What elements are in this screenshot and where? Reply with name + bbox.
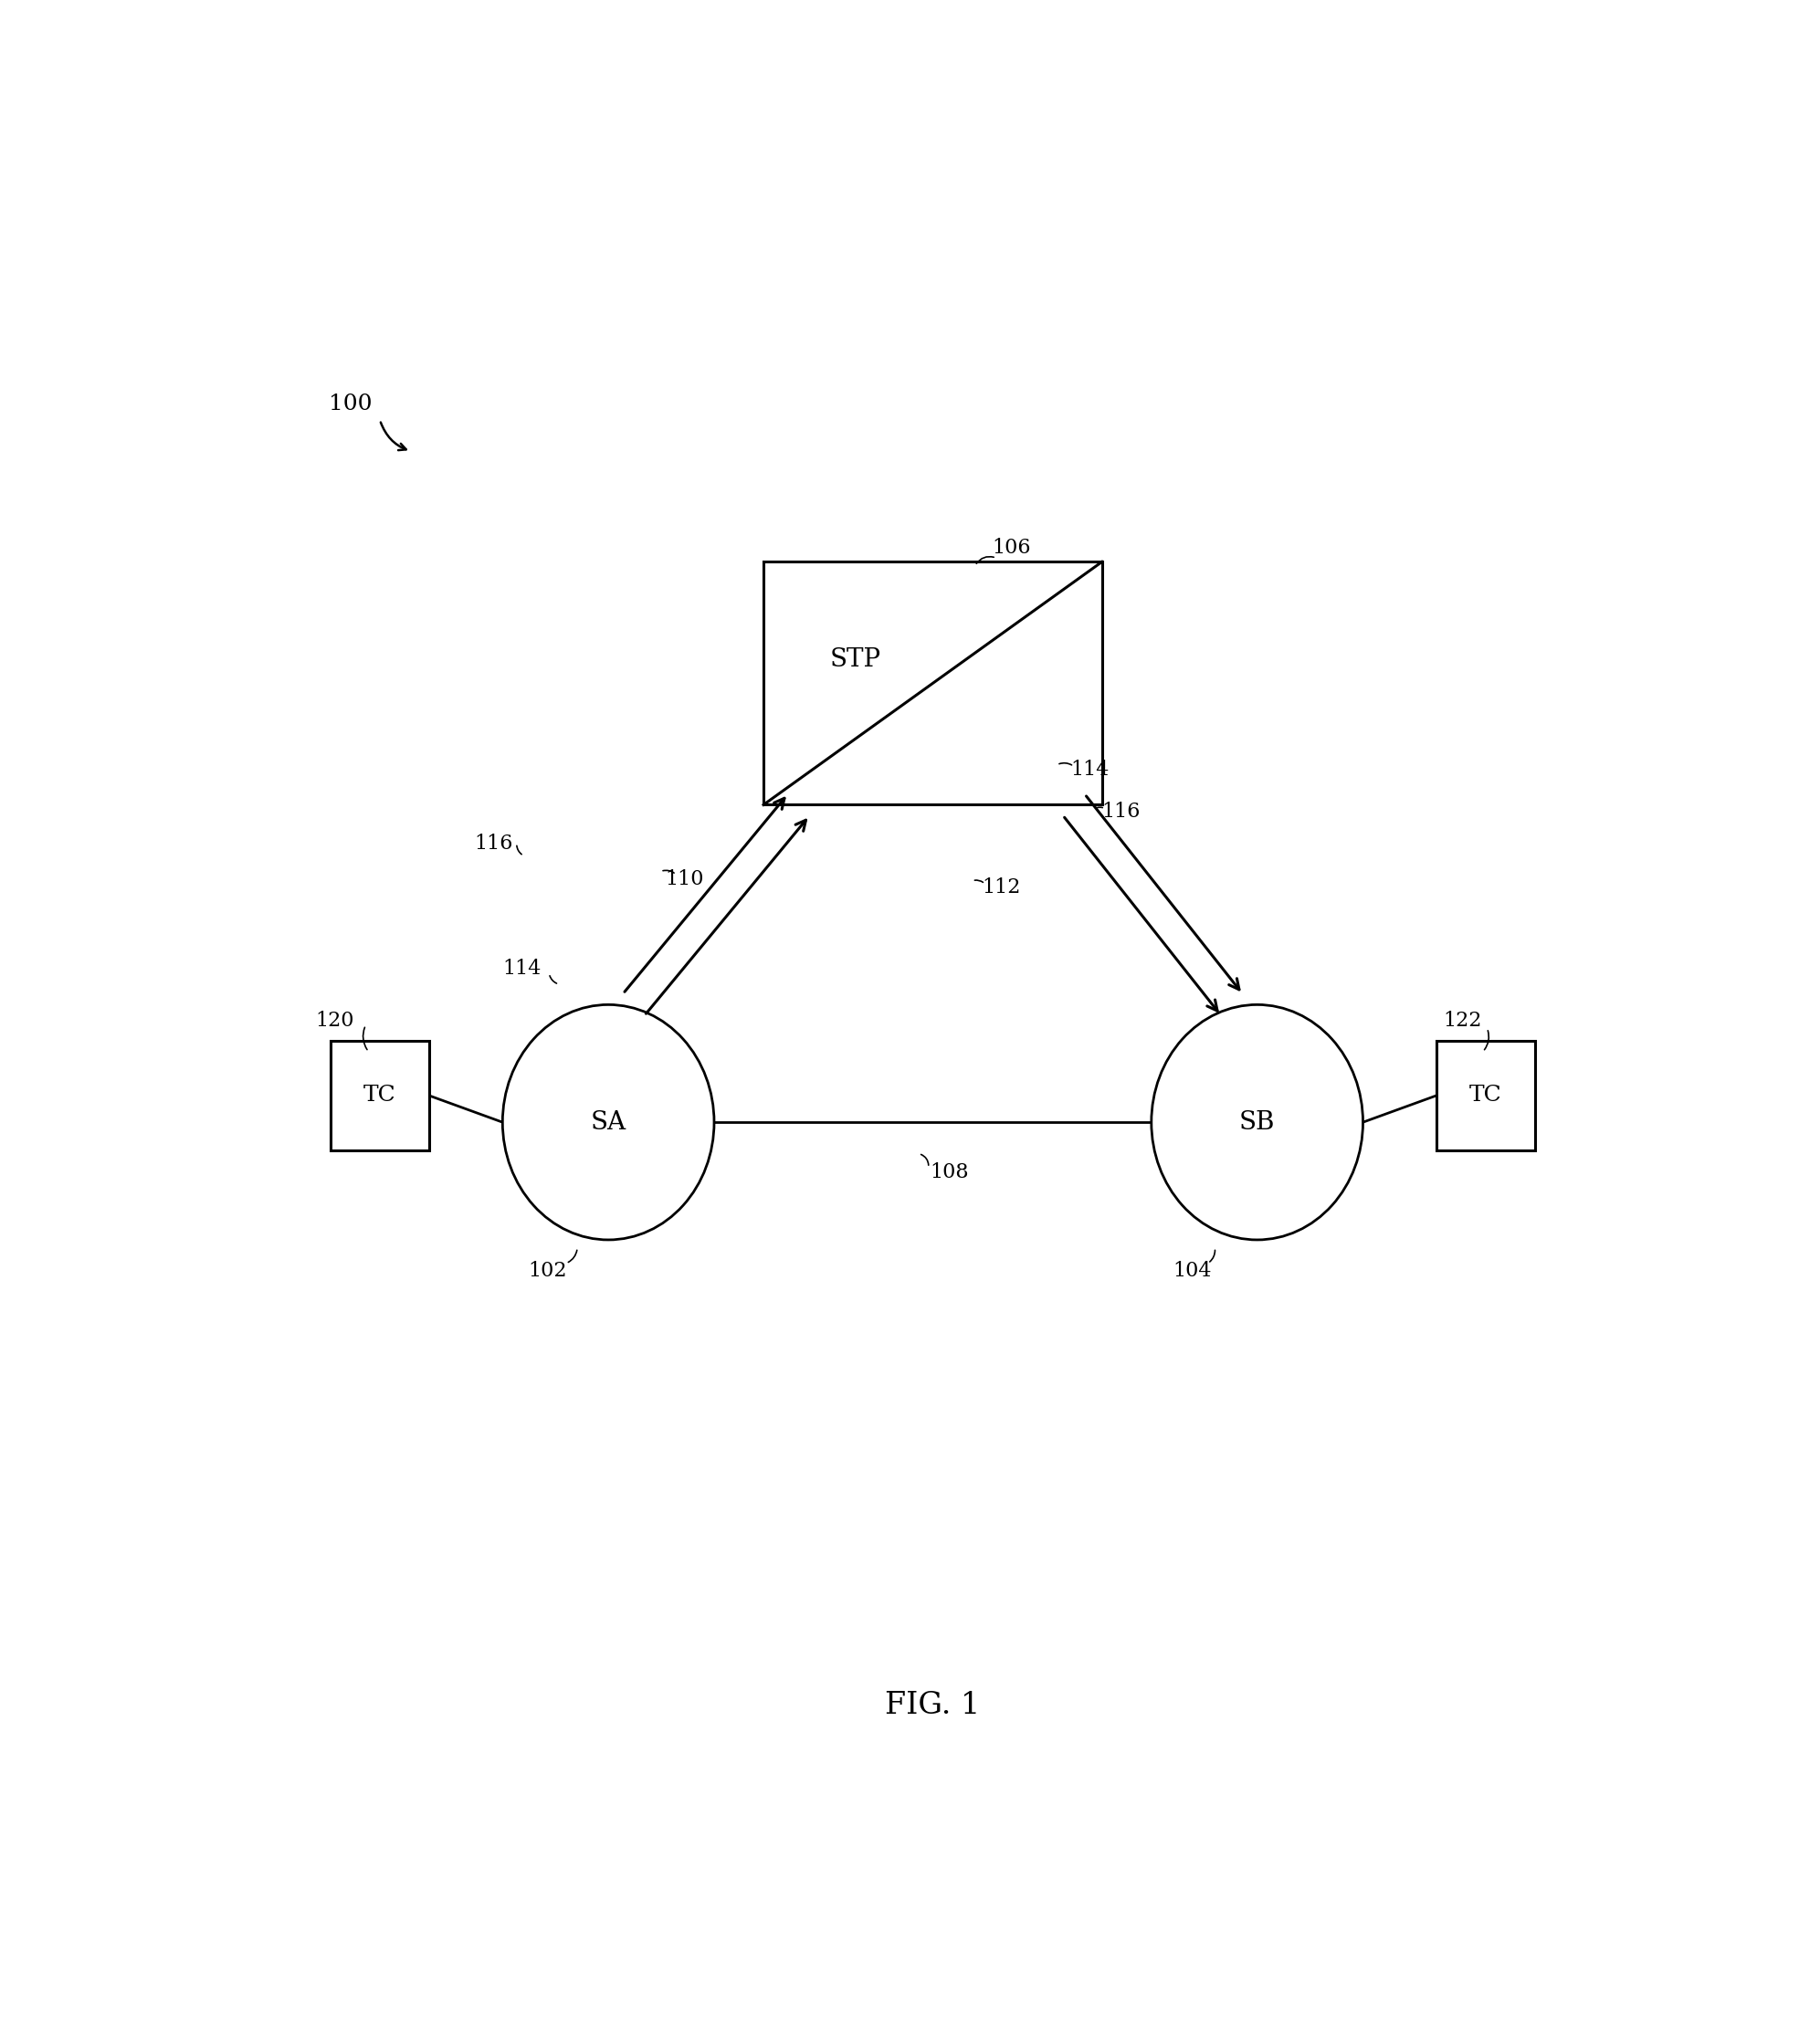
Text: 112: 112 [983,878,1021,898]
Text: STP: STP [830,647,881,672]
Text: 104: 104 [1172,1260,1212,1281]
Text: 108: 108 [930,1163,968,1183]
Text: 114: 114 [502,959,541,979]
Circle shape [1152,1004,1363,1240]
Text: 122: 122 [1443,1010,1481,1030]
Text: FIG. 1: FIG. 1 [885,1690,981,1720]
Text: 116: 116 [1103,802,1141,823]
Text: 102: 102 [528,1260,566,1281]
Text: 116: 116 [475,833,513,853]
Bar [1436,1040,1534,1150]
Text: TC: TC [1469,1085,1502,1106]
Text: 120: 120 [315,1010,353,1030]
Text: 110: 110 [664,869,704,890]
Text: 106: 106 [992,538,1030,558]
Bar [331,1040,430,1150]
Text: TC: TC [364,1085,397,1106]
Text: SA: SA [590,1110,626,1134]
Text: SB: SB [1239,1110,1276,1134]
Text: 100: 100 [329,393,373,415]
Text: 114: 114 [1070,759,1110,780]
Circle shape [502,1004,713,1240]
Bar [764,562,1103,804]
